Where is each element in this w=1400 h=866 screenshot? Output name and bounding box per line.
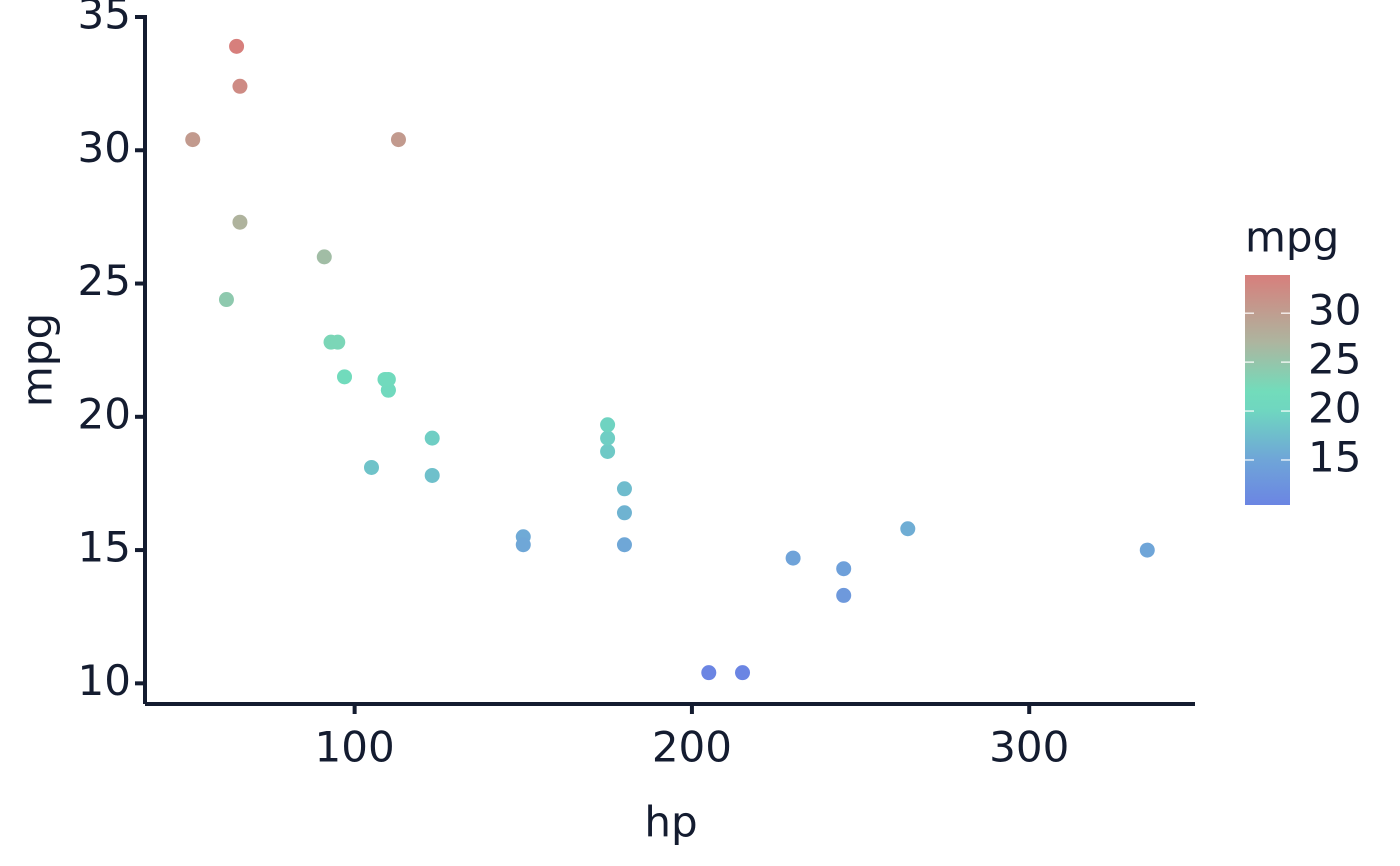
y-tick-label: 25 <box>78 256 131 305</box>
point <box>316 249 332 265</box>
point <box>836 561 852 577</box>
x-tick-label: 200 <box>652 723 732 772</box>
point <box>424 430 440 446</box>
y-tick-label: 15 <box>78 523 131 572</box>
point <box>616 537 632 553</box>
point <box>836 587 852 603</box>
point <box>218 292 234 308</box>
y-tick-label: 10 <box>78 656 131 705</box>
point <box>735 665 751 681</box>
point <box>232 214 248 230</box>
x-tick-label: 300 <box>989 723 1069 772</box>
point <box>600 417 616 433</box>
point <box>616 505 632 521</box>
point <box>229 38 245 54</box>
x-tick-label: 100 <box>315 723 395 772</box>
legend-tick-label: 20 <box>1308 384 1361 433</box>
point <box>900 521 916 537</box>
point <box>330 334 346 350</box>
x-axis-title: hp <box>644 798 697 847</box>
point <box>600 443 616 459</box>
point <box>600 430 616 446</box>
y-tick-label: 30 <box>78 123 131 172</box>
point <box>232 78 248 94</box>
legend-tick-label: 15 <box>1308 432 1361 481</box>
y-tick-label: 35 <box>78 0 131 38</box>
point <box>390 132 406 148</box>
legend-title: mpg <box>1245 213 1339 262</box>
point <box>515 537 531 553</box>
y-tick-label: 20 <box>78 389 131 438</box>
point <box>363 459 379 475</box>
point <box>616 481 632 497</box>
point <box>337 369 353 385</box>
point <box>701 665 717 681</box>
point <box>424 467 440 483</box>
point <box>785 550 801 566</box>
y-axis-title: mpg <box>13 313 62 407</box>
legend-tick-label: 30 <box>1308 286 1361 335</box>
point <box>185 132 201 148</box>
point <box>1139 542 1155 558</box>
legend-tick-label: 25 <box>1308 335 1361 384</box>
point <box>377 371 393 387</box>
color-bar <box>1245 275 1290 505</box>
